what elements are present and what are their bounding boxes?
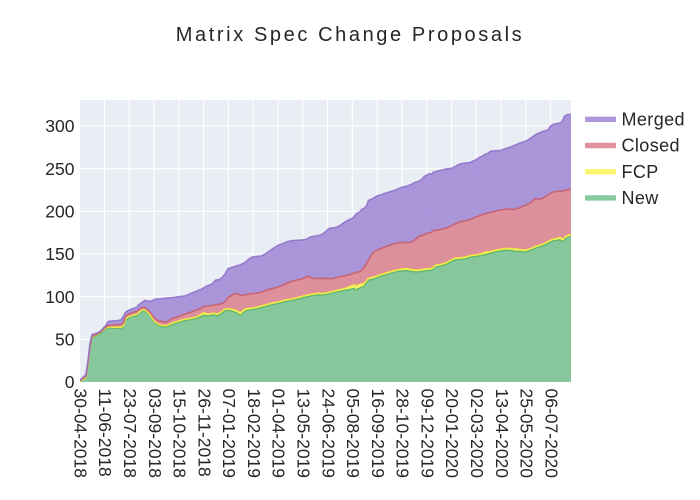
svg-text:Merged: Merged	[622, 110, 685, 130]
svg-text:05-08-2019: 05-08-2019	[343, 389, 363, 479]
svg-text:13-05-2019: 13-05-2019	[294, 389, 314, 479]
svg-text:200: 200	[45, 202, 74, 222]
svg-text:09-12-2019: 09-12-2019	[418, 389, 438, 479]
svg-text:11-06-2018: 11-06-2018	[95, 389, 115, 477]
svg-text:28-10-2019: 28-10-2019	[393, 389, 413, 479]
svg-text:150: 150	[45, 244, 74, 264]
svg-text:250: 250	[45, 159, 74, 179]
svg-text:03-09-2018: 03-09-2018	[145, 389, 165, 479]
svg-text:50: 50	[55, 330, 75, 350]
svg-text:23-07-2018: 23-07-2018	[120, 389, 140, 479]
svg-text:15-10-2018: 15-10-2018	[170, 389, 190, 479]
svg-text:24-06-2019: 24-06-2019	[318, 389, 338, 479]
svg-text:FCP: FCP	[622, 162, 659, 182]
svg-text:Matrix Spec Change Proposals: Matrix Spec Change Proposals	[176, 24, 525, 46]
svg-text:18-02-2019: 18-02-2019	[244, 389, 264, 479]
svg-text:16-09-2019: 16-09-2019	[368, 389, 388, 479]
svg-text:New: New	[622, 188, 660, 208]
svg-text:300: 300	[45, 116, 74, 136]
svg-text:07-01-2019: 07-01-2019	[219, 389, 239, 479]
svg-text:100: 100	[45, 287, 74, 307]
svg-text:20-01-2020: 20-01-2020	[442, 389, 462, 479]
svg-text:Closed: Closed	[622, 136, 680, 156]
svg-text:06-07-2020: 06-07-2020	[541, 389, 561, 479]
svg-text:25-05-2020: 25-05-2020	[517, 389, 537, 479]
svg-text:30-04-2018: 30-04-2018	[70, 389, 90, 479]
svg-text:0: 0	[65, 372, 75, 392]
svg-text:02-03-2020: 02-03-2020	[467, 389, 487, 479]
svg-text:26-11-2018: 26-11-2018	[194, 389, 214, 477]
svg-text:01-04-2019: 01-04-2019	[269, 389, 289, 479]
svg-text:13-04-2020: 13-04-2020	[492, 389, 512, 479]
